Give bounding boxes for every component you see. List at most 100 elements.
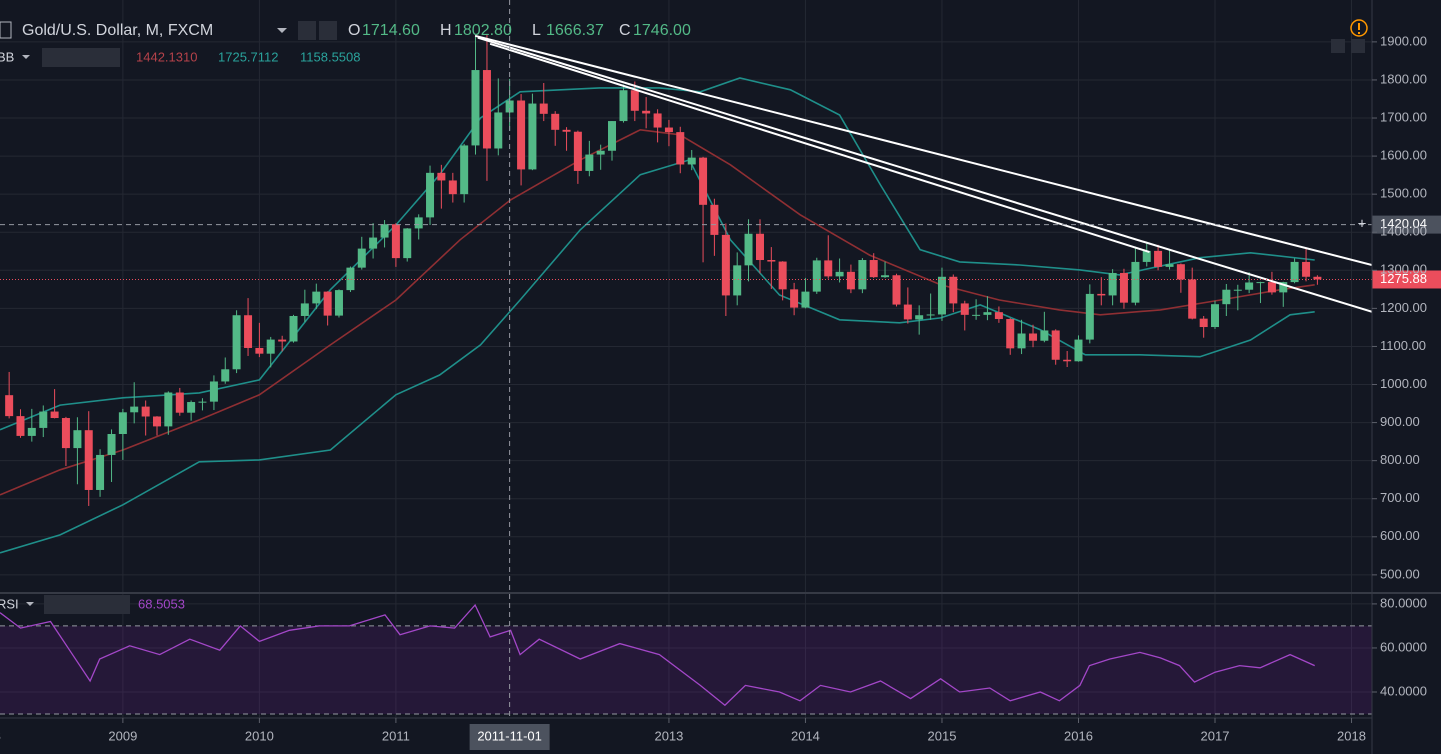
rsi-line — [0, 603, 1315, 707]
candle-body — [1199, 318, 1208, 328]
candle-body — [858, 260, 867, 290]
candle-body — [892, 275, 901, 305]
y-tick-label: 700.00 — [1380, 490, 1420, 505]
candle-body — [551, 113, 560, 130]
bollinger-line — [0, 77, 1315, 431]
candle-body — [790, 289, 799, 308]
y-tick-label: 1100.00 — [1380, 338, 1426, 353]
candle-body — [175, 392, 184, 413]
candle-body — [869, 260, 878, 278]
candle-body — [846, 271, 855, 290]
x-tick-label: 2017 — [1201, 728, 1230, 743]
candle-body — [1063, 359, 1072, 362]
candle-body — [391, 224, 400, 259]
scroll-button[interactable] — [1351, 39, 1365, 53]
candle-body — [710, 204, 719, 235]
candle-body — [50, 411, 59, 419]
candle-body — [778, 261, 787, 290]
rsi-controls[interactable] — [44, 595, 130, 614]
candle-body — [596, 150, 605, 155]
candle-body — [505, 100, 514, 113]
rsi-value: 68.5053 — [138, 596, 185, 611]
crosshair-x-label: 2011-11-01 — [477, 728, 542, 743]
candle-body — [221, 369, 230, 382]
rsi-tick-label: 60.0000 — [1380, 639, 1427, 654]
candle-body — [1222, 289, 1231, 305]
candle-body — [835, 271, 844, 277]
candle-body — [801, 291, 810, 308]
candle-body — [994, 312, 1003, 320]
candle-body — [323, 291, 332, 316]
y-tick-label: 1700.00 — [1380, 109, 1427, 124]
crosshair-y-label: 1420.04 — [1380, 216, 1427, 231]
x-tick-label: 2009 — [108, 728, 137, 743]
candle-body — [494, 112, 503, 149]
ohlc-value: 1802.80 — [454, 22, 512, 39]
candle-body — [289, 315, 298, 342]
menu-icon[interactable] — [0, 21, 12, 39]
bb-value: 1158.5508 — [300, 49, 361, 64]
x-tick-label: 2013 — [654, 728, 683, 743]
candle-body — [744, 233, 753, 266]
candle-body — [1302, 261, 1311, 277]
overlay: 1275.88 1420.04 +2011-11-01 — [469, 0, 1441, 750]
crosshair-x-box — [469, 724, 550, 750]
y-tick-label: 600.00 — [1380, 528, 1420, 543]
candle-body — [164, 392, 173, 427]
x-tick-label: 2016 — [1064, 728, 1093, 743]
candle-body — [426, 172, 435, 218]
candle-body — [699, 157, 708, 205]
candle-body — [27, 427, 36, 436]
rsi-legend: 68.5053 — [138, 596, 185, 611]
candle-body — [209, 381, 218, 402]
candle-body — [369, 237, 378, 249]
candle-body — [903, 304, 912, 320]
candle-body — [232, 315, 241, 370]
candle-body — [926, 314, 935, 316]
scroll-button[interactable] — [1331, 39, 1345, 53]
x-tick-label: 2014 — [791, 728, 820, 743]
candle-body — [1176, 264, 1185, 280]
candle-body — [517, 100, 526, 170]
y-tick-label: 1400.00 — [1380, 224, 1427, 239]
candle-body — [949, 276, 958, 304]
candle-body — [1142, 250, 1151, 262]
candle-body — [244, 315, 253, 348]
candle-body — [61, 418, 70, 449]
candle-body — [460, 145, 469, 195]
candle-body — [1097, 293, 1106, 296]
time-axis: 2008 2009 2010 2011 2013 2014 2015 2016 2017 2018 — [0, 718, 1366, 743]
alert-icon[interactable] — [1350, 19, 1368, 37]
bb-controls[interactable] — [42, 48, 120, 67]
y-tick-label: 1900.00 — [1380, 33, 1427, 48]
candle-body — [960, 303, 969, 315]
y-tick-label: 500.00 — [1380, 566, 1420, 581]
y-tick-label: 1600.00 — [1380, 148, 1427, 163]
candle-body — [1108, 272, 1117, 296]
candle-body — [1029, 333, 1038, 341]
rsi-dropdown[interactable] — [26, 602, 34, 606]
candle-body — [1188, 279, 1197, 319]
trend-line — [489, 42, 1150, 253]
ohlc-key: L — [532, 22, 541, 39]
candle-body — [130, 406, 139, 413]
candle-body — [403, 228, 412, 259]
candle-body — [630, 90, 639, 111]
candle-body — [5, 395, 14, 417]
ohlc-value: 1714.60 — [362, 22, 420, 39]
candle-body — [676, 132, 685, 165]
icon-button[interactable] — [298, 21, 316, 40]
candle-body — [653, 113, 662, 128]
candle-body — [278, 339, 287, 342]
title-dropdown[interactable] — [277, 28, 287, 33]
bb-dropdown[interactable] — [22, 55, 30, 59]
candle-body — [16, 416, 25, 436]
candle-body — [471, 70, 480, 146]
candle-body — [983, 312, 992, 315]
candle-body — [1006, 319, 1015, 349]
candle-body — [118, 412, 127, 435]
bb-value: 1725.7112 — [218, 49, 279, 64]
icon-button[interactable] — [319, 21, 337, 40]
